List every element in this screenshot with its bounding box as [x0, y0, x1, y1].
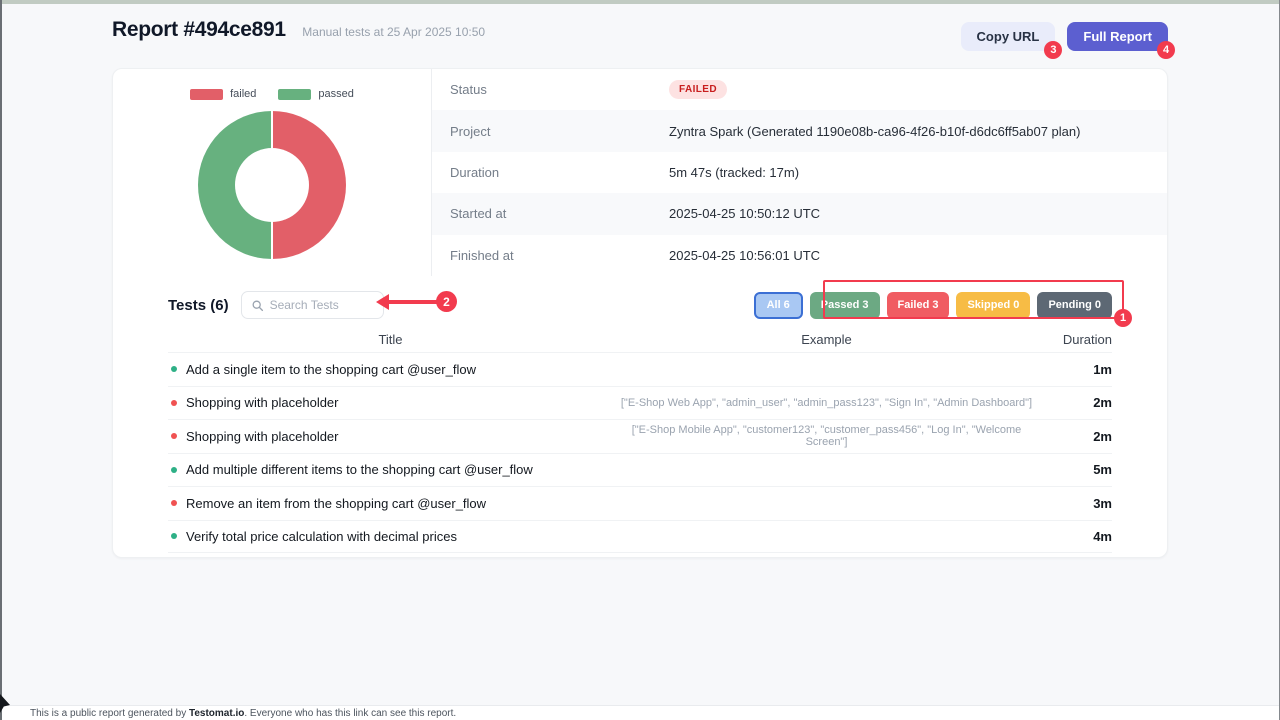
- filter-skipped-button[interactable]: Skipped 0: [956, 291, 1031, 319]
- detail-row-finished: Finished at 2025-04-25 10:56:01 UTC: [432, 235, 1167, 276]
- mouse-cursor: [0, 694, 10, 713]
- filter-all-button[interactable]: All 6: [753, 291, 803, 319]
- column-header-title: Title: [378, 331, 403, 347]
- footer-text-prefix: This is a public report generated by: [30, 707, 189, 719]
- test-duration: 2m: [1093, 428, 1112, 444]
- footer-text-suffix: . Everyone who has this link can see thi…: [244, 707, 457, 719]
- test-duration: 5m: [1093, 462, 1112, 478]
- test-title: Verify total price calculation with deci…: [186, 528, 457, 544]
- test-status-dot: [171, 366, 177, 373]
- test-row[interactable]: Add multiple different items to the shop…: [168, 452, 1112, 487]
- test-title: Add multiple different items to the shop…: [186, 462, 533, 478]
- test-row[interactable]: Shopping with placeholder ["E-Shop Mobil…: [168, 419, 1112, 453]
- test-status-dot: [171, 466, 177, 473]
- filter-failed-button[interactable]: Failed 3: [886, 291, 950, 319]
- copy-url-button[interactable]: Copy URL 3: [960, 22, 1063, 59]
- copy-url-label: Copy URL: [976, 29, 1040, 44]
- footer: This is a public report generated by Tes…: [0, 705, 1280, 720]
- test-status-dot: [171, 533, 177, 540]
- testomat-link[interactable]: Testomat.io: [188, 707, 245, 719]
- test-row[interactable]: Verify total price calculation with deci…: [168, 519, 1112, 553]
- tests-table: Title Example Duration Add a single item…: [168, 326, 1112, 553]
- detail-label: Finished at: [450, 247, 514, 263]
- tests-table-header: Title Example Duration: [168, 326, 1112, 352]
- status-badge: FAILED: [669, 80, 727, 100]
- test-duration: 4m: [1093, 528, 1112, 544]
- detail-row-project: Project Zyntra Spark (Generated 1190e08b…: [432, 110, 1167, 152]
- report-subtitle: Manual tests at 25 Apr 2025 10:50: [302, 25, 486, 39]
- test-duration: 1m: [1093, 361, 1112, 377]
- test-example: ["E-Shop Web App", "admin_user", "admin_…: [620, 396, 1033, 409]
- test-row[interactable]: Shopping with placeholder ["E-Shop Web A…: [168, 385, 1112, 420]
- detail-value: 2025-04-25 10:56:01 UTC: [669, 247, 821, 263]
- test-title: Remove an item from the shopping cart @u…: [186, 495, 487, 511]
- test-status-dot: [171, 433, 177, 440]
- search-input[interactable]: [269, 298, 374, 312]
- test-duration: 2m: [1093, 395, 1112, 411]
- test-status-dot: [171, 399, 177, 406]
- chart-legend: failed passed: [113, 88, 431, 100]
- tests-toolbar: Tests (6) All 6 Passed 3 Failed 3 Skippe…: [168, 290, 1112, 320]
- detail-label: Project: [450, 123, 491, 139]
- detail-value: 2025-04-25 10:50:12 UTC: [669, 206, 821, 222]
- detail-value: Zyntra Spark (Generated 1190e08b-ca96-4f…: [669, 123, 1081, 139]
- failed-swatch-icon: [190, 88, 224, 100]
- header-buttons: Copy URL 3 Full Report 4: [960, 22, 1175, 59]
- window-top-edge: [0, 0, 1280, 4]
- search-icon: [252, 300, 263, 311]
- legend-item-failed[interactable]: failed: [190, 88, 256, 100]
- test-row[interactable]: Add a single item to the shopping cart @…: [168, 352, 1112, 386]
- test-title: Shopping with placeholder: [186, 395, 339, 411]
- test-title: Shopping with placeholder: [186, 428, 339, 444]
- detail-row-status: Status FAILED: [432, 69, 1167, 110]
- column-header-example: Example: [801, 331, 852, 347]
- test-title: Add a single item to the shopping cart @…: [186, 361, 476, 377]
- filter-passed-button[interactable]: Passed 3: [809, 291, 880, 319]
- test-row[interactable]: Remove an item from the shopping cart @u…: [168, 486, 1112, 520]
- detail-label: Started at: [450, 206, 507, 222]
- test-status-dot: [171, 500, 177, 507]
- filter-buttons: All 6 Passed 3 Failed 3 Skipped 0 Pendin…: [753, 291, 1112, 319]
- page-title: Report #494ce891: [112, 18, 286, 41]
- report-header: Report #494ce891 Manual tests at 25 Apr …: [112, 18, 1175, 59]
- full-report-button[interactable]: Full Report 4: [1067, 22, 1175, 59]
- legend-item-passed[interactable]: passed: [278, 88, 354, 100]
- donut-chart: [198, 111, 346, 259]
- detail-row-started: Started at 2025-04-25 10:50:12 UTC: [432, 193, 1167, 235]
- test-example: ["E-Shop Mobile App", "customer123", "cu…: [631, 424, 1022, 449]
- column-header-duration: Duration: [1062, 331, 1112, 347]
- report-card: failed passed Status FAILED Project Zynt…: [112, 68, 1168, 558]
- tests-heading: Tests (6): [168, 296, 229, 314]
- detail-label: Duration: [450, 164, 500, 180]
- legend-label-failed: failed: [230, 88, 257, 100]
- detail-value: 5m 47s (tracked: 17m): [669, 164, 800, 180]
- annotation-badge-3: 3: [1044, 41, 1063, 59]
- annotation-badge-4: 4: [1157, 41, 1175, 59]
- run-details-table: Status FAILED Project Zyntra Spark (Gene…: [431, 69, 1167, 276]
- detail-label: Status: [450, 82, 487, 98]
- detail-row-duration: Duration 5m 47s (tracked: 17m): [432, 152, 1167, 193]
- window-left-edge: [0, 0, 2, 720]
- summary-section: failed passed Status FAILED Project Zynt…: [113, 69, 1167, 276]
- search-box[interactable]: [240, 291, 384, 319]
- annotation-badge-1: 1: [1114, 309, 1132, 327]
- passed-swatch-icon: [278, 88, 312, 100]
- legend-label-passed: passed: [318, 88, 354, 100]
- filter-pending-button[interactable]: Pending 0: [1037, 291, 1112, 319]
- results-chart: failed passed: [113, 69, 431, 276]
- donut-slice-gap: [271, 111, 273, 259]
- full-report-label: Full Report: [1083, 29, 1152, 44]
- test-duration: 3m: [1093, 495, 1112, 511]
